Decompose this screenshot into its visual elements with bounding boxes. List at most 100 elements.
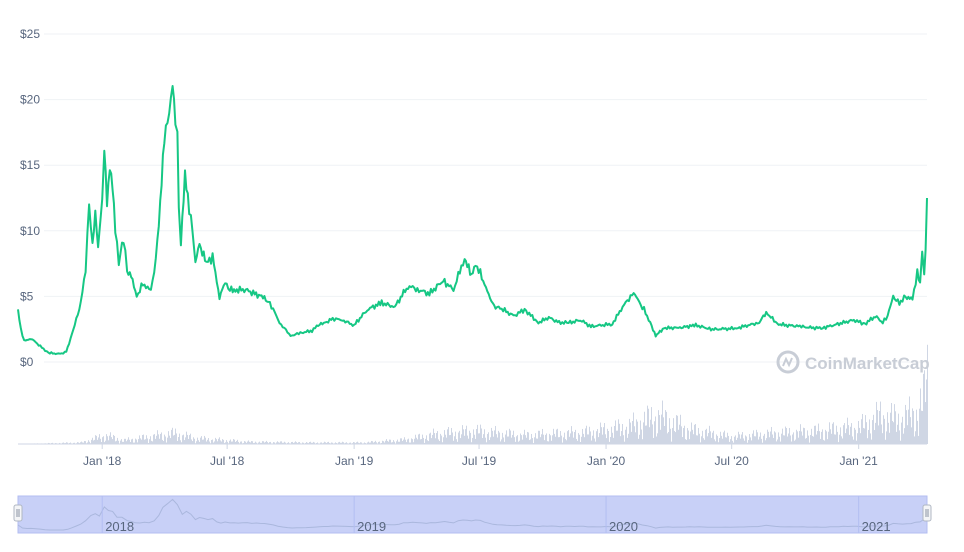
volume-bar (173, 436, 174, 444)
volume-bar (708, 433, 709, 444)
volume-bar (774, 431, 775, 444)
volume-bar (735, 435, 736, 444)
volume-bar (411, 438, 412, 444)
navigator-selection[interactable] (18, 496, 927, 533)
volume-bar (760, 432, 761, 444)
volume-bar (574, 432, 575, 444)
volume-bar (161, 432, 162, 444)
volume-bar (88, 440, 89, 444)
volume-bar (830, 429, 831, 444)
volume-bar (170, 438, 171, 444)
volume-bar (211, 440, 212, 444)
y-tick-label: $5 (20, 289, 34, 303)
volume-bar (792, 435, 793, 444)
volume-bar (914, 436, 915, 444)
volume-bar (843, 425, 844, 444)
volume-bar (456, 439, 457, 444)
volume-bar (912, 408, 913, 444)
volume-bar (819, 431, 820, 444)
volume-bar (722, 439, 723, 444)
volume-bar (155, 439, 156, 444)
volume-bar (202, 440, 203, 444)
volume-bar (469, 431, 470, 444)
volume-bar (171, 430, 172, 444)
volume-bar (890, 413, 891, 444)
volume-bar (594, 438, 595, 444)
volume-bar (871, 440, 872, 444)
volume-bar (647, 406, 648, 444)
volume-bar (664, 426, 665, 444)
navigator-left-handle[interactable] (14, 505, 22, 521)
volume-bar (605, 434, 606, 444)
volume-bar (895, 411, 896, 444)
volume-bar (521, 435, 522, 444)
volume-bar (908, 410, 909, 444)
volume-bar (511, 438, 512, 444)
volume-bar (767, 430, 768, 444)
volume-bar (578, 433, 579, 444)
volume-bar (683, 428, 684, 444)
volume-bar (691, 423, 692, 444)
volume-bar (222, 439, 223, 444)
volume-bar (891, 403, 892, 444)
volume-bar (131, 439, 132, 444)
volume-bar (549, 434, 550, 444)
volume-bar (805, 439, 806, 444)
volume-bar (412, 439, 413, 444)
volume-bar (178, 437, 179, 444)
volume-bar (100, 439, 101, 444)
volume-bar (529, 440, 530, 444)
volume-bar (861, 419, 862, 444)
volume-bar (663, 417, 664, 444)
volume-bar (445, 435, 446, 444)
volume-bar (650, 420, 651, 444)
volume-bar (676, 415, 677, 444)
volume-bar (575, 430, 576, 444)
volume-bar (668, 432, 669, 444)
navigator-right-handle[interactable] (923, 505, 931, 521)
volume-bar (704, 440, 705, 444)
volume-bar (459, 431, 460, 444)
volume-bar (432, 435, 433, 444)
x-tick-label: Jul '19 (462, 454, 497, 468)
volume-bar (517, 435, 518, 444)
volume-bar (430, 433, 431, 444)
volume-bar (544, 440, 545, 444)
volume-bar (597, 429, 598, 444)
volume-bar (526, 438, 527, 444)
volume-bar (614, 426, 615, 444)
volume-bar (97, 440, 98, 444)
volume-bar (887, 412, 888, 444)
volume-bar (756, 430, 757, 444)
volume-bar (534, 437, 535, 444)
volume-bar (633, 413, 634, 444)
volume-bar (573, 438, 574, 444)
volume-bar (769, 437, 770, 444)
volume-bar (621, 431, 622, 444)
volume-bar (496, 434, 497, 444)
volume-bar (727, 433, 728, 444)
volume-bar (866, 422, 867, 444)
volume-bar (455, 432, 456, 444)
volume-bar (476, 429, 477, 444)
volume-bar (697, 435, 698, 444)
volume-bar (607, 429, 608, 444)
volume-bar (787, 437, 788, 444)
volume-bar (541, 434, 542, 444)
volume-bar (537, 439, 538, 444)
volume-bar (420, 439, 421, 444)
volume-bar (817, 431, 818, 444)
volume-bar (911, 427, 912, 444)
volume-bar (775, 432, 776, 444)
volume-bar (530, 439, 531, 444)
volume-bar (571, 426, 572, 444)
volume-bar (107, 436, 108, 444)
volume-bar (560, 431, 561, 444)
volume-bar (876, 402, 877, 444)
volume-bar (106, 434, 107, 444)
volume-bar (405, 440, 406, 444)
volume-bar (798, 438, 799, 444)
